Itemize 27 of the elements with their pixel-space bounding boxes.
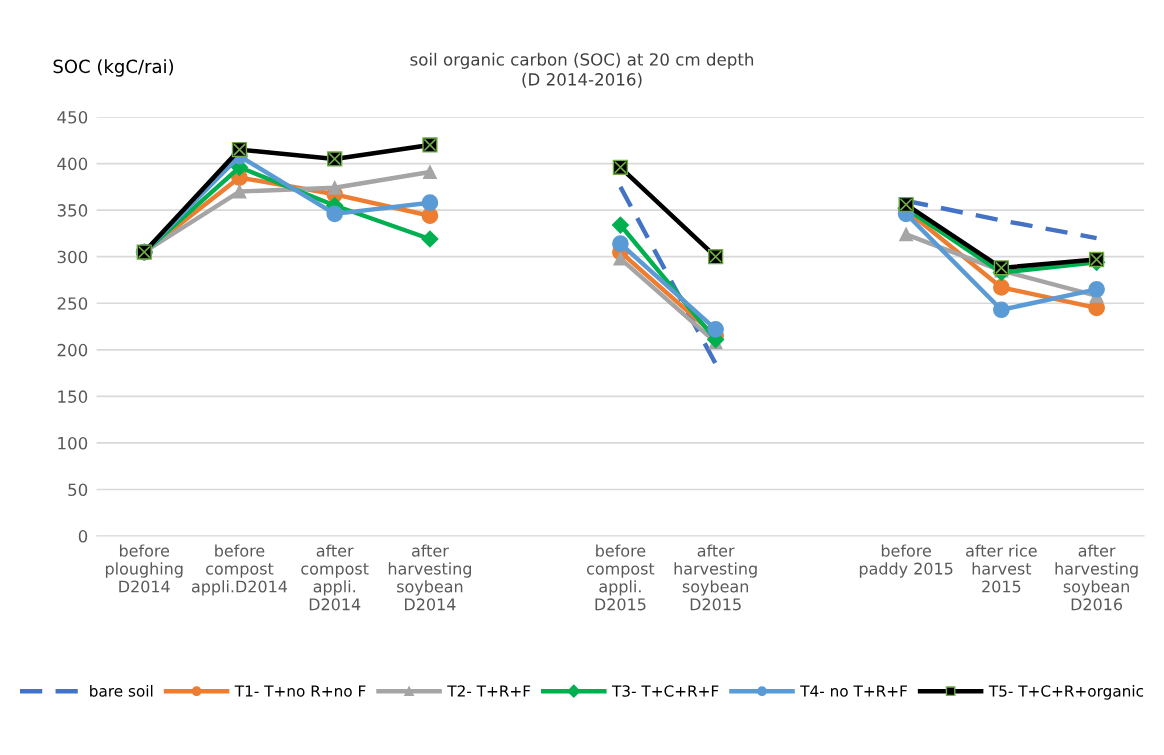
y-tick-label: 50 [68, 483, 88, 497]
legend-label: T5- T+C+R+organic [988, 684, 1144, 700]
y-tick-label: 150 [58, 390, 88, 403]
y-tick-label: 250 [57, 297, 88, 310]
y-axis-title: SOC (kgC/rai) [53, 59, 174, 77]
y-tick-label: 350 [57, 204, 88, 217]
x-tick-label: before compost appli. D2015 [586, 544, 655, 611]
x-tick-label: before ploughing D2014 [105, 544, 183, 593]
x-tick-label: before compost appli.D2014 [191, 544, 288, 596]
chart-title: soil organic carbon (SOC) at 20 cm depth (D 2014-2016) [410, 52, 754, 88]
x-tick-label: after compost appli. D2014 [301, 544, 369, 611]
legend-label: bare soil [90, 684, 153, 697]
y-tick-label: 200 [57, 343, 88, 357]
y-tick-label: 300 [57, 250, 88, 264]
legend-label: T1- T+no R+no F [234, 685, 366, 697]
x-tick-label: after harvesting soybean D2015 [674, 544, 757, 611]
x-tick-label: after harvesting soybean D2014 [388, 544, 472, 611]
legend-label: T2- T+R+F [447, 685, 531, 697]
x-tick-label: after harvesting soybean D2016 [1055, 544, 1138, 611]
y-tick-label: 0 [78, 530, 88, 543]
legend-label: T4- no T+R+F [800, 685, 907, 697]
y-tick-label: 400 [57, 157, 88, 171]
y-tick-label: 450 [57, 110, 88, 124]
x-tick-label: before paddy 2015 [859, 544, 953, 578]
legend-label: T3- T+C+R+F [611, 685, 719, 697]
x-tick-label: after rice harvest 2015 [966, 544, 1037, 593]
y-tick-label: 100 [58, 436, 88, 450]
